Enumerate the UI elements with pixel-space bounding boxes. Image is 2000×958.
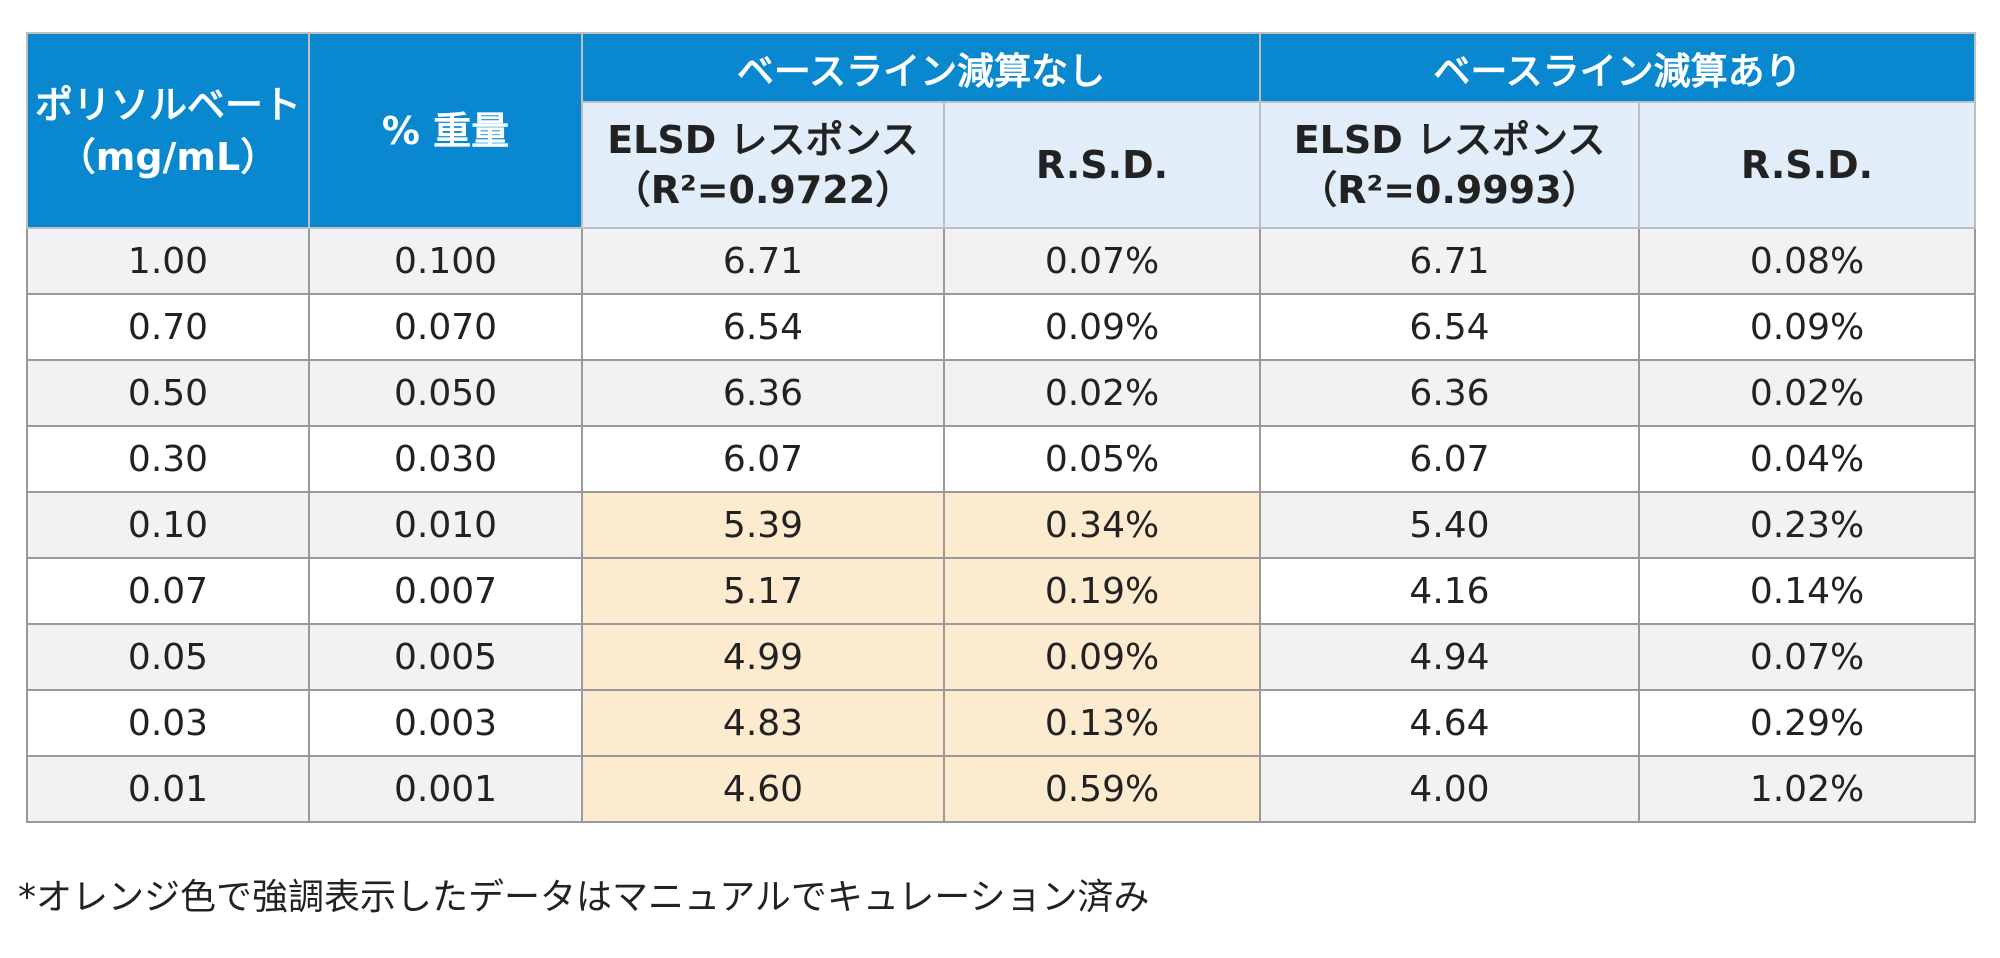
cell-elsd-response-no-baseline: 5.17	[581, 557, 945, 625]
table-row: 0.70 0.070 6.54 0.09% 6.54 0.09%	[26, 293, 1976, 361]
r-squared-label: （R²=0.9993）	[1299, 168, 1600, 212]
cell-rsd-no-baseline: 0.07%	[943, 227, 1261, 295]
cell-rsd-with-baseline: 0.04%	[1638, 425, 1976, 493]
cell-elsd-response-no-baseline: 6.54	[581, 293, 945, 361]
header-rsd-no-baseline: R.S.D.	[943, 101, 1261, 229]
cell-rsd-with-baseline: 1.02%	[1638, 755, 1976, 823]
cell-rsd-with-baseline: 0.08%	[1638, 227, 1976, 295]
cell-polysorbate-conc: 0.01	[26, 755, 310, 823]
cell-weight-percent: 0.050	[308, 359, 583, 427]
cell-elsd-response-with-baseline: 6.71	[1259, 227, 1640, 295]
cell-elsd-response-with-baseline: 4.94	[1259, 623, 1640, 691]
cell-polysorbate-conc: 0.03	[26, 689, 310, 757]
cell-weight-percent: 0.030	[308, 425, 583, 493]
cell-elsd-response-no-baseline: 4.99	[581, 623, 945, 691]
cell-rsd-no-baseline: 0.59%	[943, 755, 1261, 823]
cell-elsd-response-with-baseline: 5.40	[1259, 491, 1640, 559]
cell-rsd-with-baseline: 0.29%	[1638, 689, 1976, 757]
cell-rsd-with-baseline: 0.23%	[1638, 491, 1976, 559]
header-row-groups: ポリソルベート （mg/mL） % 重量 ベースライン減算なし ベースライン減算…	[26, 32, 1976, 229]
data-table: ポリソルベート （mg/mL） % 重量 ベースライン減算なし ベースライン減算…	[26, 32, 1976, 823]
cell-elsd-response-no-baseline: 6.71	[581, 227, 945, 295]
cell-rsd-no-baseline: 0.09%	[943, 293, 1261, 361]
cell-polysorbate-conc: 0.07	[26, 557, 310, 625]
cell-weight-percent: 0.100	[308, 227, 583, 295]
cell-polysorbate-conc: 0.70	[26, 293, 310, 361]
cell-rsd-no-baseline: 0.34%	[943, 491, 1261, 559]
cell-rsd-with-baseline: 0.07%	[1638, 623, 1976, 691]
table-body: 1.00 0.100 6.71 0.07% 6.71 0.08% 0.70 0.070 6.54…	[26, 227, 1976, 823]
header-polysorbate-line2: （mg/mL）	[57, 134, 279, 179]
table-row: 0.01 0.001 4.60 0.59% 4.00 1.02%	[26, 755, 1976, 823]
table-row: 0.05 0.005 4.99 0.09% 4.94 0.07%	[26, 623, 1976, 691]
cell-weight-percent: 0.070	[308, 293, 583, 361]
cell-elsd-response-no-baseline: 6.36	[581, 359, 945, 427]
cell-polysorbate-conc: 0.05	[26, 623, 310, 691]
cell-elsd-response-with-baseline: 4.64	[1259, 689, 1640, 757]
cell-rsd-no-baseline: 0.05%	[943, 425, 1261, 493]
cell-elsd-response-no-baseline: 5.39	[581, 491, 945, 559]
header-group-with-baseline: ベースライン減算あり	[1259, 32, 1976, 103]
header-polysorbate-line1: ポリソルベート	[34, 82, 301, 127]
cell-weight-percent: 0.003	[308, 689, 583, 757]
cell-rsd-with-baseline: 0.09%	[1638, 293, 1976, 361]
cell-elsd-response-with-baseline: 6.54	[1259, 293, 1640, 361]
cell-elsd-response-with-baseline: 6.07	[1259, 425, 1640, 493]
cell-rsd-no-baseline: 0.02%	[943, 359, 1261, 427]
header-elsd-response-with-baseline: ELSD レスポンス （R²=0.9993）	[1259, 101, 1640, 229]
table-row: 0.10 0.010 5.39 0.34% 5.40 0.23%	[26, 491, 1976, 559]
cell-polysorbate-conc: 0.10	[26, 491, 310, 559]
cell-weight-percent: 0.005	[308, 623, 583, 691]
cell-polysorbate-conc: 0.50	[26, 359, 310, 427]
cell-elsd-response-with-baseline: 6.36	[1259, 359, 1640, 427]
cell-elsd-response-with-baseline: 4.16	[1259, 557, 1640, 625]
r-squared-label: （R²=0.9722）	[612, 168, 914, 212]
cell-rsd-with-baseline: 0.14%	[1638, 557, 1976, 625]
table-row: 0.30 0.030 6.07 0.05% 6.07 0.04%	[26, 425, 1976, 493]
header-elsd-response-no-baseline: ELSD レスポンス （R²=0.9722）	[581, 101, 945, 229]
header-group-no-baseline: ベースライン減算なし	[581, 32, 1261, 103]
cell-rsd-no-baseline: 0.19%	[943, 557, 1261, 625]
cell-rsd-no-baseline: 0.09%	[943, 623, 1261, 691]
table-row: 1.00 0.100 6.71 0.07% 6.71 0.08%	[26, 227, 1976, 295]
elsd-response-label: ELSD レスポンス	[607, 118, 919, 162]
header-row-subheaders: ELSD レスポンス （R²=0.9722） R.S.D. ELSD レスポンス…	[27, 101, 1976, 229]
cell-elsd-response-no-baseline: 4.60	[581, 755, 945, 823]
cell-weight-percent: 0.001	[308, 755, 583, 823]
cell-elsd-response-no-baseline: 6.07	[581, 425, 945, 493]
cell-rsd-with-baseline: 0.02%	[1638, 359, 1976, 427]
cell-elsd-response-no-baseline: 4.83	[581, 689, 945, 757]
table-row: 0.07 0.007 5.17 0.19% 4.16 0.14%	[26, 557, 1976, 625]
header-rsd-with-baseline: R.S.D.	[1638, 101, 1976, 229]
cell-weight-percent: 0.007	[308, 557, 583, 625]
cell-elsd-response-with-baseline: 4.00	[1259, 755, 1640, 823]
footnote: *オレンジ色で強調表示したデータはマニュアルでキュレーション済み	[18, 877, 1150, 918]
header-weight-percent: % 重量	[308, 32, 583, 229]
header-polysorbate: ポリソルベート （mg/mL）	[26, 32, 310, 229]
cell-weight-percent: 0.010	[308, 491, 583, 559]
table-header: ポリソルベート （mg/mL） % 重量 ベースライン減算なし ベースライン減算…	[26, 32, 1976, 229]
cell-polysorbate-conc: 0.30	[26, 425, 310, 493]
cell-polysorbate-conc: 1.00	[26, 227, 310, 295]
table-row: 0.03 0.003 4.83 0.13% 4.64 0.29%	[26, 689, 1976, 757]
cell-rsd-no-baseline: 0.13%	[943, 689, 1261, 757]
table-row: 0.50 0.050 6.36 0.02% 6.36 0.02%	[26, 359, 1976, 427]
elsd-response-label: ELSD レスポンス	[1293, 118, 1606, 162]
